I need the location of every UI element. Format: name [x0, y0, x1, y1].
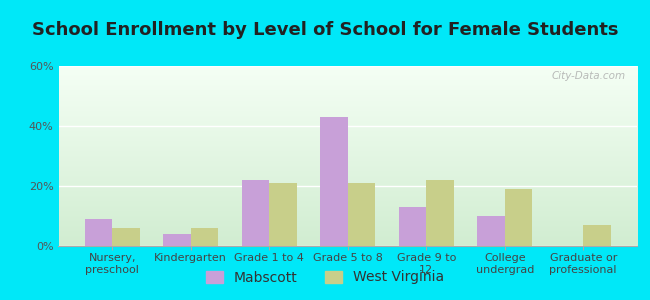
Bar: [242, 180, 269, 246]
Bar: [112, 228, 140, 246]
Bar: [320, 117, 348, 246]
Bar: [84, 219, 112, 246]
Bar: [477, 216, 505, 246]
Bar: [163, 234, 190, 246]
Text: City-Data.com: City-Data.com: [551, 71, 625, 81]
Bar: [583, 225, 611, 246]
Bar: [269, 183, 297, 246]
Bar: [426, 180, 454, 246]
Bar: [348, 183, 375, 246]
Text: School Enrollment by Level of School for Female Students: School Enrollment by Level of School for…: [32, 21, 618, 39]
Bar: [398, 207, 426, 246]
Bar: [190, 228, 218, 246]
Bar: [505, 189, 532, 246]
Legend: Mabscott, West Virginia: Mabscott, West Virginia: [200, 265, 450, 290]
